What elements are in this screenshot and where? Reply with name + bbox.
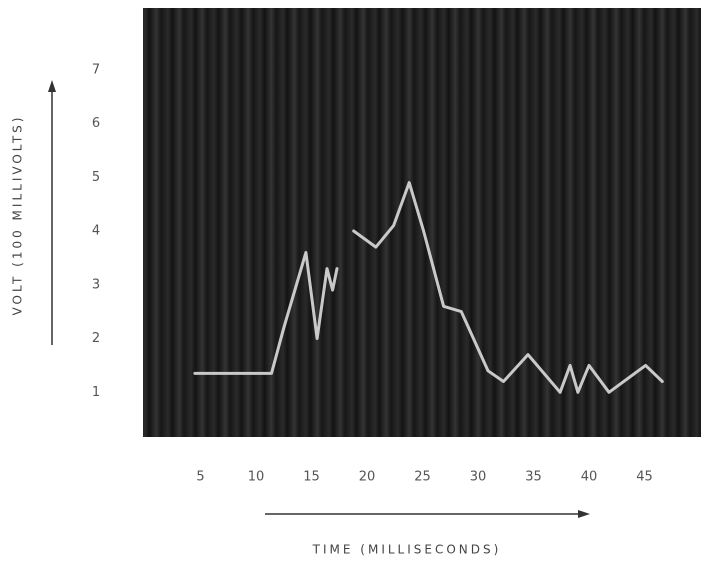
y-tick-label: 5 xyxy=(92,170,100,185)
x-tick-label: 15 xyxy=(303,470,320,485)
x-tick-label: 45 xyxy=(636,470,653,485)
y-tick-label: 7 xyxy=(92,62,100,77)
x-tick-label: 35 xyxy=(525,470,542,485)
y-arrow-head xyxy=(48,80,56,92)
x-tick-label: 20 xyxy=(359,470,376,485)
y-tick-label: 4 xyxy=(92,224,100,239)
x-tick-label: 25 xyxy=(414,470,431,485)
x-tick-label: 10 xyxy=(248,470,265,485)
x-arrow-head xyxy=(578,510,590,518)
x-axis-label: TIME (MILLISECONDS) xyxy=(312,543,502,557)
y-tick-label: 3 xyxy=(92,277,100,292)
y-axis-label: VOLT (100 MILLIVOLTS) xyxy=(11,115,25,316)
x-tick-label: 5 xyxy=(196,470,204,485)
y-tick-label: 1 xyxy=(92,385,100,400)
x-tick-label: 30 xyxy=(470,470,487,485)
x-tick-label: 40 xyxy=(581,470,598,485)
chart: VOLT (100 MILLIVOLTS) TIME (MILLISECONDS… xyxy=(0,0,701,561)
y-tick-label: 2 xyxy=(92,331,100,346)
y-tick-label: 6 xyxy=(92,116,100,131)
